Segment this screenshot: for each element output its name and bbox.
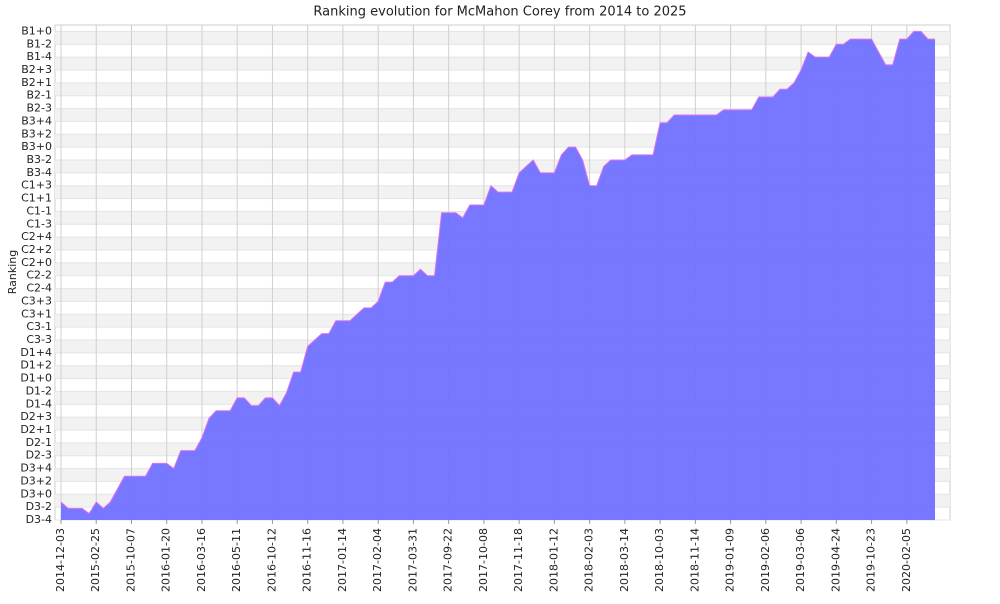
x-tick-label: 2018-03-14: [618, 528, 631, 592]
x-tick-label: 2014-12-03: [54, 528, 67, 592]
grid-band: [55, 82, 950, 96]
y-tick-label: D1+0: [20, 372, 52, 385]
y-tick-label: C1-3: [26, 217, 52, 230]
y-tick-label: C3+1: [21, 307, 52, 320]
y-tick-label: D3+0: [20, 487, 52, 500]
y-tick-label: D2-1: [26, 436, 52, 449]
y-tick-label: D1-4: [26, 397, 52, 410]
y-tick-label: C2+2: [21, 243, 52, 256]
x-tick-label: 2016-10-12: [265, 528, 278, 592]
x-tick-label: 2016-03-16: [195, 528, 208, 592]
y-tick-label: B3-4: [26, 166, 52, 179]
y-tick-label: B3+4: [21, 114, 52, 127]
y-tick-label: D2-3: [26, 449, 52, 462]
y-tick-label: B3+0: [21, 140, 52, 153]
y-tick-label: D2+1: [20, 423, 52, 436]
grid-band: [55, 57, 950, 70]
x-tick-label: 2019-02-06: [759, 528, 772, 592]
y-tick-label: D2+3: [20, 410, 52, 423]
x-tick-label: 2017-11-18: [512, 528, 525, 592]
y-tick-label: B2+3: [21, 63, 52, 76]
y-tick-label: B2-1: [26, 89, 52, 102]
y-tick-label: D1-2: [26, 384, 52, 397]
x-tick-label: 2016-01-20: [160, 528, 173, 592]
x-tick-label: 2019-04-24: [829, 528, 842, 592]
x-tick-label: 2018-02-03: [583, 528, 596, 592]
y-tick-label: C3-1: [26, 320, 52, 333]
y-tick-label: B3+2: [21, 127, 52, 140]
line: [60, 30, 935, 515]
grid-band: [55, 31, 950, 45]
x-tick-label: 2017-02-04: [371, 528, 384, 592]
y-tick-label: C2+0: [21, 256, 52, 269]
x-tick-label: 2017-01-14: [336, 528, 349, 592]
y-tick-label: B2+1: [21, 76, 52, 89]
y-tick-label: C3-3: [26, 333, 52, 346]
y-tick-label: C2-4: [26, 282, 52, 295]
y-tick-label: C1-1: [26, 204, 52, 217]
x-tick-label: 2017-10-08: [477, 528, 490, 592]
y-tick-label: B1+0: [21, 24, 52, 37]
y-tick-label: D3-4: [26, 513, 52, 526]
x-tick-label: 2015-02-25: [89, 528, 102, 592]
y-tick-label: D1+4: [20, 346, 52, 359]
y-tick-label: C1+3: [21, 179, 52, 192]
y-tick-label: C3+3: [21, 294, 52, 307]
x-tick-label: 2018-01-12: [547, 528, 560, 592]
y-axis-label: Ranking: [6, 250, 19, 295]
y-tick-label: C2+4: [21, 230, 52, 243]
area: [61, 31, 935, 521]
x-tick-label: 2020-02-05: [900, 528, 913, 592]
x-tick-label: 2016-11-16: [301, 528, 314, 592]
x-tick-label: 2017-03-31: [406, 528, 419, 592]
x-tick-label: 2016-05-11: [230, 528, 243, 592]
chart-title: Ranking evolution for McMahon Corey from…: [313, 5, 686, 20]
y-tick-label: C2-2: [26, 269, 52, 282]
y-tick-label: B2-3: [26, 102, 52, 115]
x-tick-label: 2019-03-06: [794, 528, 807, 592]
y-tick-label: B1-4: [26, 50, 52, 63]
x-tick-label: 2019-10-23: [865, 528, 878, 592]
y-tick-label: C1+1: [21, 192, 52, 205]
y-tick-label: D3+2: [20, 474, 52, 487]
y-tick-label: D3-2: [26, 500, 52, 513]
y-tick-label: B1-2: [26, 37, 52, 50]
y-tick-label: D3+4: [20, 462, 52, 475]
y-tick-label: B3-2: [26, 153, 52, 166]
y-tick-label: D1+2: [20, 359, 52, 372]
x-tick-label: 2017-09-22: [442, 528, 455, 592]
x-tick-label: 2015-10-07: [124, 528, 137, 592]
x-tick-label: 2019-01-09: [724, 528, 737, 592]
x-tick-label: 2018-11-14: [688, 528, 701, 592]
x-tick-label: 2018-10-03: [653, 528, 666, 592]
